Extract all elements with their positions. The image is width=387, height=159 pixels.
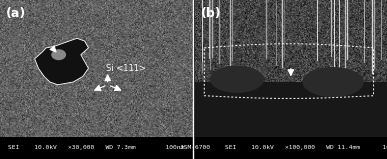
Ellipse shape (302, 67, 364, 97)
Text: (a): (a) (6, 7, 26, 20)
Circle shape (52, 50, 65, 59)
Polygon shape (34, 38, 89, 85)
Ellipse shape (210, 66, 264, 93)
Text: JSM-6700    SEI    10.0kV   ×100,000   WD 11.4mm      100nm: JSM-6700 SEI 10.0kV ×100,000 WD 11.4mm 1… (180, 145, 387, 150)
Text: SEI    10.0kV   ×30,000   WD 7.3mm        100nm: SEI 10.0kV ×30,000 WD 7.3mm 100nm (8, 145, 184, 150)
Text: Si <111>: Si <111> (106, 64, 146, 73)
Polygon shape (195, 82, 387, 137)
Text: (b): (b) (200, 7, 221, 20)
